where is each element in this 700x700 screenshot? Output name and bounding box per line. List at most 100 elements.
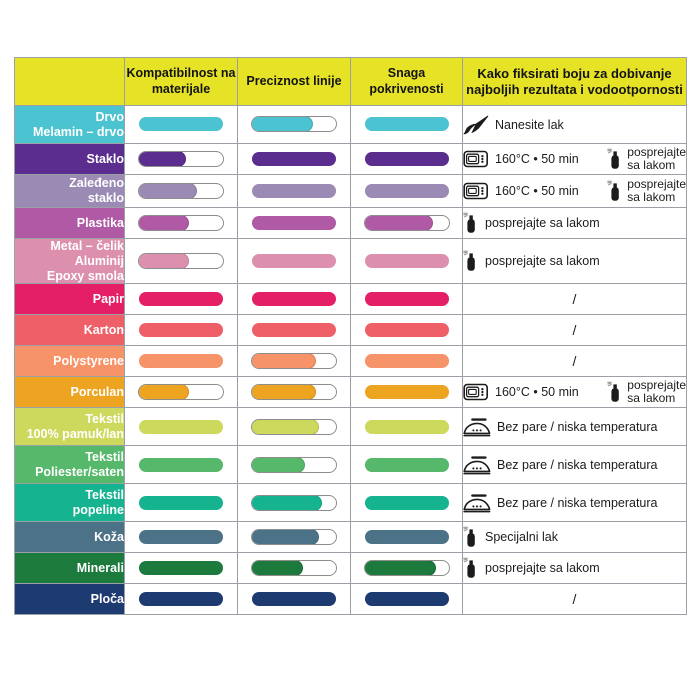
instruction-text: Bez pare / niska temperatura: [497, 495, 658, 510]
bar-cell-9-2: [237, 376, 351, 409]
rating-pill: [251, 529, 337, 546]
oven-icon: [463, 149, 489, 169]
instruction-cell-2: 160°C • 50 min posprejajte sa lakom: [462, 143, 687, 175]
instruction-primary: Nanesite lak: [463, 115, 686, 135]
table-row: Drvo Melamin – drvo Nanesite lak: [14, 105, 687, 144]
instruction-cell-4: posprejajte sa lakom: [462, 207, 687, 239]
rating-pill-fill: [139, 385, 189, 400]
bar-cell-10-2: [237, 407, 351, 447]
rating-pill: [251, 150, 337, 167]
instruction-content: Bez pare / niska temperatura: [463, 493, 686, 513]
material-label-11: Tekstil Poliester/saten: [14, 445, 125, 485]
instruction-text: posprejajte sa lakom: [485, 561, 600, 576]
instruction-primary: 160°C • 50 min: [463, 149, 601, 169]
rating-pill-fill: [364, 117, 449, 132]
instruction-extra-text: posprejajte sa lakom: [627, 176, 686, 204]
material-label-14: Minerali: [14, 552, 125, 585]
table-row: Zaleđeno staklo 160°C • 50 min posprejajte…: [14, 174, 687, 208]
material-label-13: Koža: [14, 521, 125, 554]
header-cell-compatibility: Kompatibilnost na materijale: [124, 57, 238, 106]
rating-pill: [363, 291, 450, 308]
instruction-cell-9: 160°C • 50 min posprejajte sa lakom: [462, 376, 687, 409]
bar-cell-5-3: [350, 237, 463, 285]
bar-cell-4-1: [124, 207, 238, 239]
rating-pill: [251, 353, 337, 370]
table-body: Drvo Melamin – drvo Nanesite lak Staklo 160…: [14, 105, 687, 616]
rating-pill-fill: [252, 215, 336, 230]
rating-pill-fill: [364, 253, 449, 268]
bar-cell-7-2: [237, 314, 351, 347]
table-row: Minerali posprejajte sa lakom: [14, 552, 687, 585]
rating-pill-fill: [252, 385, 316, 400]
instruction-primary: Specijalni lak: [463, 526, 686, 548]
rating-pill-fill: [139, 292, 223, 307]
material-label-10: Tekstil 100% pamuk/lan: [14, 407, 125, 447]
rating-pill-fill: [139, 561, 223, 576]
bar-cell-4-2: [237, 207, 351, 239]
paintbrush-icon: [463, 115, 489, 135]
instruction-content: 160°C • 50 min posprejajte sa lakom: [463, 378, 686, 406]
bar-cell-14-1: [124, 552, 238, 585]
bar-cell-9-1: [124, 376, 238, 409]
bar-cell-12-2: [237, 483, 351, 523]
rating-pill: [363, 150, 450, 167]
bar-cell-7-3: [350, 314, 463, 347]
instruction-extra-text: posprejajte sa lakom: [627, 144, 686, 172]
material-label-3: Zaleđeno staklo: [14, 174, 125, 208]
rating-pill-fill: [252, 592, 336, 607]
rating-pill: [138, 116, 224, 133]
rating-pill-fill: [364, 530, 449, 545]
table-row: Staklo 160°C • 50 min posprejajte sa lakom: [14, 143, 687, 175]
rating-pill-fill: [364, 561, 437, 576]
table-header: Kompatibilnost na materijale Preciznost …: [14, 57, 687, 106]
instruction-content: Specijalni lak: [463, 526, 686, 548]
material-compatibility-table: Kompatibilnost na materijale Preciznost …: [14, 57, 687, 616]
bar-cell-3-3: [350, 174, 463, 208]
rating-pill: [251, 560, 337, 577]
rating-pill: [138, 182, 224, 199]
rating-pill-fill: [139, 530, 223, 545]
rating-pill: [363, 182, 450, 199]
instruction-cell-1: Nanesite lak: [462, 105, 687, 144]
instruction-cell-5: posprejajte sa lakom: [462, 237, 687, 285]
no-fixing-needed: /: [572, 291, 577, 308]
instruction-primary: posprejajte sa lakom: [463, 250, 686, 272]
rating-pill: [363, 214, 450, 231]
rating-pill-fill: [252, 117, 314, 132]
rating-pill-fill: [252, 419, 319, 434]
bar-cell-13-1: [124, 521, 238, 554]
instruction-cell-13: Specijalni lak: [462, 521, 687, 554]
bar-cell-13-2: [237, 521, 351, 554]
rating-pill: [363, 418, 450, 435]
table-row: Polystyrene /: [14, 345, 687, 378]
instruction-content: /: [463, 353, 686, 369]
bar-cell-12-3: [350, 483, 463, 523]
spray-bottle-icon: [463, 250, 479, 272]
instruction-content: Nanesite lak: [463, 115, 686, 135]
rating-pill: [138, 591, 224, 608]
rating-pill-fill: [364, 385, 449, 400]
instruction-primary: posprejajte sa lakom: [463, 212, 686, 234]
bar-cell-1-2: [237, 105, 351, 144]
rating-pill: [363, 560, 450, 577]
bar-cell-1-1: [124, 105, 238, 144]
rating-pill: [138, 560, 224, 577]
instruction-text: posprejajte sa lakom: [485, 216, 600, 230]
spray-bottle-icon: [607, 148, 623, 170]
rating-pill: [138, 418, 224, 435]
spray-bottle-icon: [607, 180, 623, 202]
rating-pill: [138, 353, 224, 370]
rating-pill-fill: [252, 354, 316, 369]
rating-pill: [251, 384, 337, 401]
instruction-primary: Bez pare / niska temperatura: [463, 455, 686, 475]
material-label-15: Ploča: [14, 583, 125, 616]
spray-bottle-icon: [463, 557, 479, 579]
bar-cell-2-2: [237, 143, 351, 175]
rating-pill: [363, 529, 450, 546]
no-fixing-needed: /: [572, 591, 577, 608]
bar-cell-5-1: [124, 237, 238, 285]
material-label-8: Polystyrene: [14, 345, 125, 378]
material-label-9: Porculan: [14, 376, 125, 409]
table-row: Metal – čelik Aluminij Epoxy smola pospre…: [14, 237, 687, 285]
rating-pill: [251, 291, 337, 308]
